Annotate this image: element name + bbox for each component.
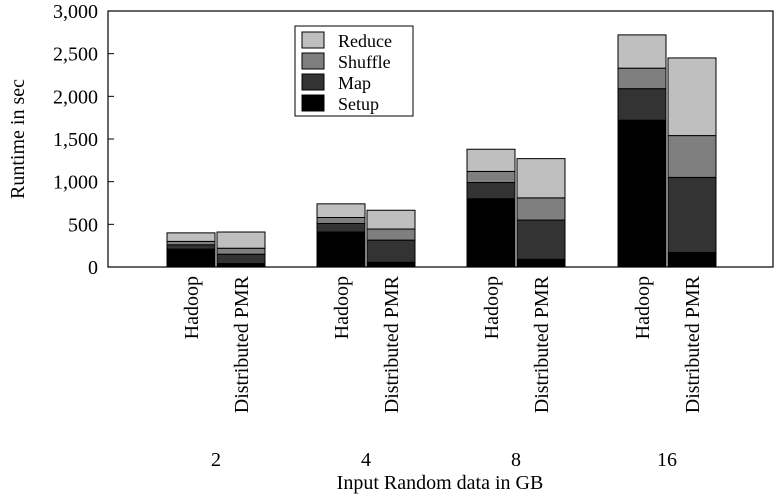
bar-reduce-8gb-distributed-pmr	[516, 158, 566, 199]
bar-setup-8gb-distributed-pmr	[516, 258, 566, 268]
bar-map-16gb-hadoop	[617, 88, 667, 121]
legend-swatch-reduce	[301, 31, 325, 49]
bar-shuffle-4gb-hadoop	[316, 217, 366, 224]
bar-shuffle-8gb-distributed-pmr	[516, 197, 566, 221]
legend-label-shuffle: Shuffle	[338, 52, 391, 72]
x-bar-label-16gb-hadoop: Hadoop	[632, 276, 654, 339]
y-tick-label-2000: 2,000	[53, 86, 98, 108]
bar-reduce-8gb-hadoop	[466, 148, 516, 172]
legend-swatch-shuffle	[301, 52, 325, 70]
legend-label-reduce: Reduce	[338, 31, 392, 51]
bar-reduce-16gb-hadoop	[617, 34, 667, 69]
bar-reduce-2gb-hadoop	[166, 232, 216, 242]
bar-setup-4gb-distributed-pmr	[366, 261, 416, 268]
bar-map-8gb-distributed-pmr	[516, 219, 566, 260]
bar-shuffle-2gb-distributed-pmr	[216, 247, 266, 255]
bar-shuffle-4gb-distributed-pmr	[366, 228, 416, 241]
bar-reduce-16gb-distributed-pmr	[667, 57, 717, 137]
bar-map-4gb-hadoop	[316, 222, 366, 233]
bar-shuffle-16gb-hadoop	[617, 67, 667, 90]
x-bar-label-2gb-distributed-pmr: Distributed PMR	[231, 275, 253, 413]
y-tick-label-500: 500	[68, 214, 98, 236]
bar-map-2gb-distributed-pmr	[216, 253, 266, 265]
bar-setup-8gb-hadoop	[466, 198, 516, 268]
bar-setup-4gb-hadoop	[316, 231, 366, 268]
x-group-label-16: 16	[657, 449, 677, 471]
y-tick-label-3000: 3,000	[53, 1, 98, 23]
legend-label-map: Map	[338, 73, 371, 93]
bar-reduce-4gb-distributed-pmr	[366, 209, 416, 230]
x-group-label-4: 4	[361, 449, 371, 471]
bar-shuffle-16gb-distributed-pmr	[667, 135, 717, 178]
bar-reduce-2gb-distributed-pmr	[216, 231, 266, 249]
x-group-label-2: 2	[211, 449, 221, 471]
bar-map-4gb-distributed-pmr	[366, 239, 416, 263]
bar-shuffle-8gb-hadoop	[466, 170, 516, 184]
legend-swatch-setup	[301, 94, 325, 112]
y-tick-label-2500: 2,500	[53, 44, 98, 66]
bar-map-2gb-hadoop	[166, 244, 216, 250]
bars-layer	[166, 34, 717, 268]
x-bar-label-4gb-hadoop: Hadoop	[331, 276, 353, 339]
bar-setup-16gb-distributed-pmr	[667, 251, 717, 268]
y-tick-label-0: 0	[88, 257, 98, 279]
y-tick-label-1500: 1,500	[53, 129, 98, 151]
bar-reduce-4gb-hadoop	[316, 203, 366, 219]
x-bar-label-8gb-distributed-pmr: Distributed PMR	[531, 275, 553, 413]
bar-shuffle-2gb-hadoop	[166, 240, 216, 246]
x-bar-label-8gb-hadoop: Hadoop	[481, 276, 503, 339]
bar-map-16gb-distributed-pmr	[667, 176, 717, 253]
x-group-label-8: 8	[511, 449, 521, 471]
bar-map-8gb-hadoop	[466, 182, 516, 200]
y-tick-label-1000: 1,000	[53, 172, 98, 194]
x-bar-label-4gb-distributed-pmr: Distributed PMR	[381, 275, 403, 413]
x-axis: Hadoop Distributed PMR 2 Hadoop Distributed …	[181, 275, 704, 471]
bar-setup-16gb-hadoop	[617, 119, 667, 268]
x-axis-label: Input Random data in GB	[337, 472, 544, 494]
x-bar-label-16gb-distributed-pmr: Distributed PMR	[682, 275, 704, 413]
legend-swatch-map	[301, 73, 325, 91]
x-bar-label-2gb-hadoop: Hadoop	[181, 276, 203, 339]
bar-setup-2gb-hadoop	[166, 248, 216, 268]
y-axis: 0 500 1,000 1,500 2,000 2,500 3,000	[53, 1, 114, 279]
y-axis-label: Runtime in sec	[7, 79, 29, 199]
plot-frame	[107, 10, 774, 268]
legend-label-setup: Setup	[338, 94, 379, 114]
